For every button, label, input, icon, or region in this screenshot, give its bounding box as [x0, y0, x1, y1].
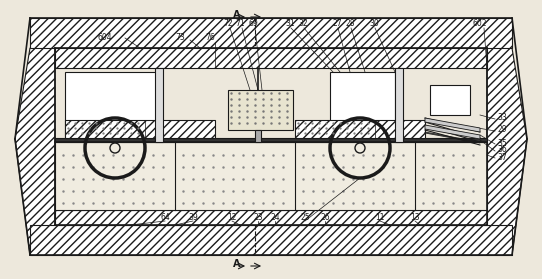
Polygon shape — [30, 18, 512, 48]
Bar — [55, 48, 487, 225]
Text: 13: 13 — [410, 213, 420, 222]
Polygon shape — [30, 225, 512, 255]
Bar — [155, 68, 163, 142]
Text: 24: 24 — [270, 213, 280, 222]
Text: 33: 33 — [497, 114, 507, 122]
Polygon shape — [295, 120, 425, 138]
Text: 69: 69 — [248, 20, 258, 28]
Text: 23: 23 — [253, 213, 263, 222]
Bar — [330, 72, 395, 122]
Bar — [395, 68, 403, 142]
Text: 31: 31 — [285, 20, 295, 28]
Text: A: A — [233, 259, 241, 269]
Text: 604: 604 — [98, 32, 112, 42]
Text: 39: 39 — [188, 213, 198, 222]
Text: 72: 72 — [223, 20, 233, 28]
Text: 32: 32 — [298, 20, 308, 28]
Text: 76: 76 — [205, 32, 215, 42]
Text: 30: 30 — [369, 20, 379, 28]
Polygon shape — [55, 48, 487, 68]
Text: 11: 11 — [375, 213, 385, 222]
Bar — [295, 120, 375, 138]
Bar — [255, 130, 261, 142]
Text: 29: 29 — [497, 126, 507, 134]
Text: 28: 28 — [345, 20, 355, 28]
Text: 12: 12 — [227, 213, 237, 222]
Text: 36: 36 — [497, 146, 507, 155]
Text: 602: 602 — [473, 20, 487, 28]
Polygon shape — [15, 48, 55, 255]
Polygon shape — [425, 125, 480, 139]
Bar — [65, 72, 160, 137]
Text: 25: 25 — [300, 213, 310, 222]
Polygon shape — [55, 210, 487, 225]
Bar — [228, 90, 293, 130]
Bar — [65, 120, 145, 138]
Bar — [430, 85, 470, 115]
Bar — [55, 138, 487, 142]
Text: 26: 26 — [320, 213, 330, 222]
Polygon shape — [65, 120, 215, 138]
Text: A: A — [233, 10, 241, 20]
Text: 71: 71 — [235, 20, 245, 28]
Text: 73: 73 — [175, 32, 185, 42]
Text: 35: 35 — [497, 138, 507, 148]
Text: 27: 27 — [332, 20, 342, 28]
Polygon shape — [425, 118, 480, 132]
Text: 64: 64 — [160, 213, 170, 222]
Polygon shape — [487, 48, 527, 255]
Bar — [55, 142, 487, 210]
Text: 37: 37 — [497, 153, 507, 162]
